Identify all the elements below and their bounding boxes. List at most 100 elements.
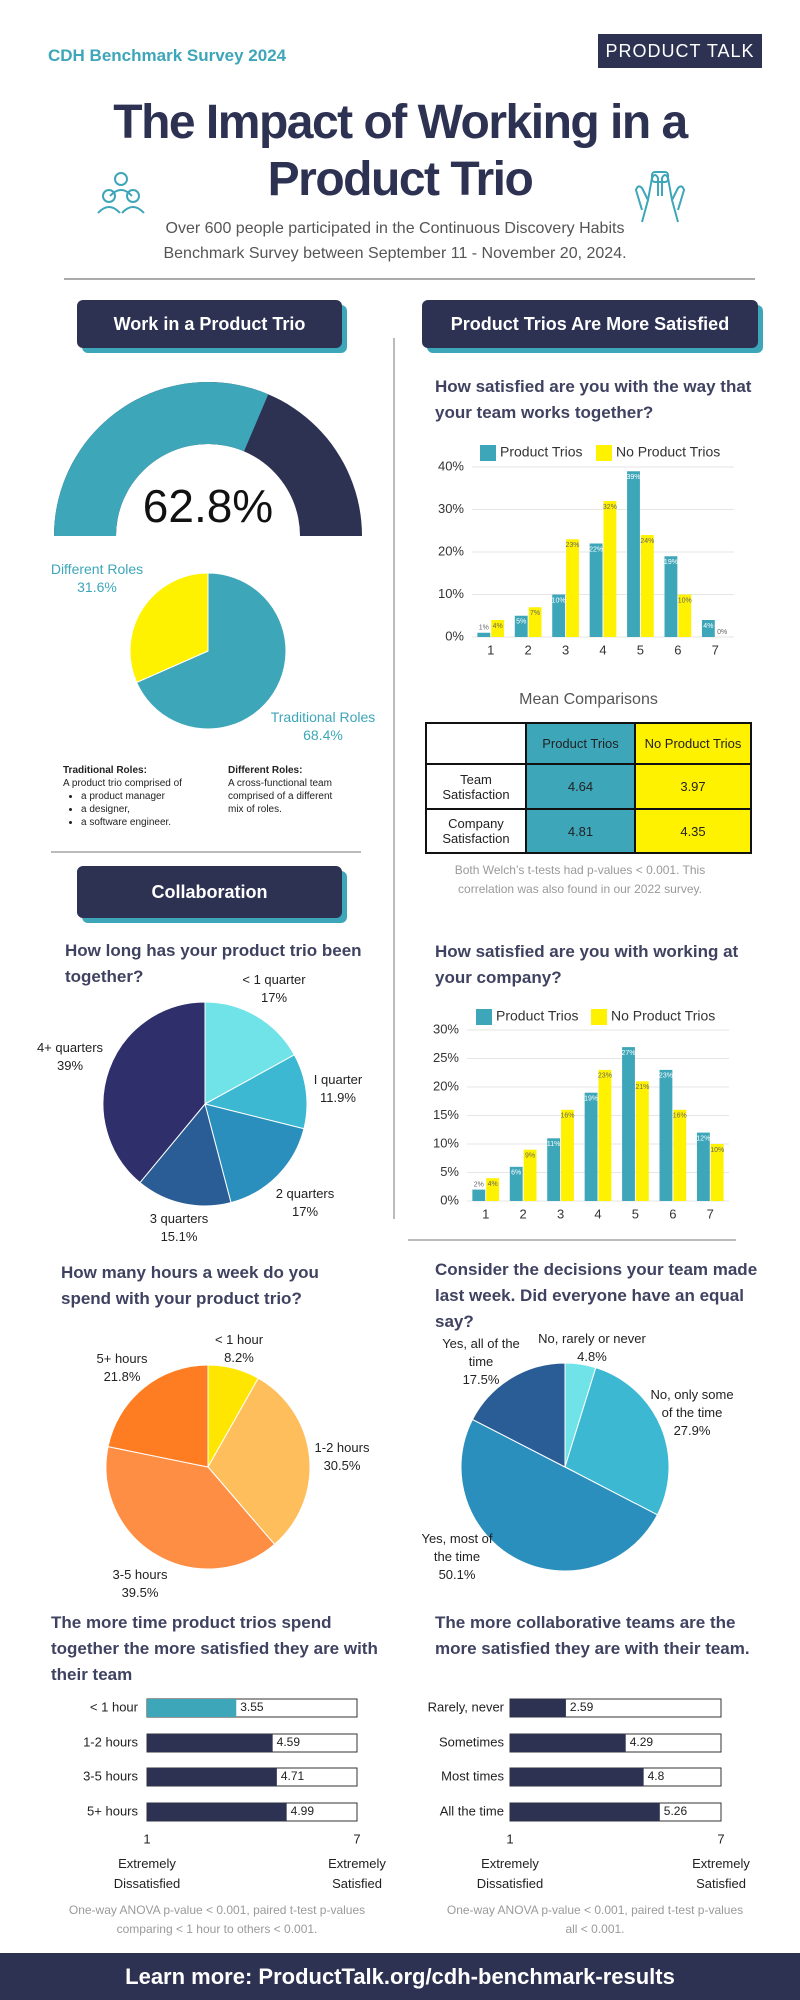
bar bbox=[147, 1768, 277, 1786]
bar bbox=[566, 539, 579, 637]
pie-category: 4+ quarters bbox=[36, 1040, 104, 1055]
bar-value-label: 7% bbox=[530, 610, 540, 617]
bar bbox=[584, 1092, 598, 1201]
bar-value-label: 23% bbox=[565, 542, 579, 549]
x-tick-label: 3 bbox=[557, 1206, 564, 1221]
bar-value-label: 4.59 bbox=[277, 1735, 301, 1749]
bar-value-label: 23% bbox=[659, 1073, 673, 1080]
bar bbox=[491, 620, 505, 637]
roles-note: Different Roles: A cross-functional team… bbox=[228, 764, 348, 816]
x-tick-label: 1 bbox=[143, 1831, 150, 1846]
pie-slice bbox=[204, 1001, 296, 1105]
x-tick-label: 5 bbox=[637, 642, 644, 657]
pie-category: 5+ hours bbox=[96, 1351, 148, 1366]
bar bbox=[510, 1803, 660, 1821]
y-tick-label: 5% bbox=[440, 1164, 459, 1179]
legend-swatch bbox=[476, 1009, 492, 1025]
pie-slice bbox=[102, 1001, 206, 1184]
pie-category: No, only some of the time bbox=[650, 1387, 734, 1420]
table-row: Company Satisfaction 4.81 4.35 bbox=[425, 808, 752, 854]
chart-title: How satisfied are you with the way that … bbox=[435, 377, 752, 422]
bar-value-label: 23% bbox=[598, 1073, 612, 1080]
pie-label: 5+ hours 21.8% bbox=[62, 1350, 182, 1386]
mean-table: Product Trios No Product Trios Team Sati… bbox=[425, 722, 752, 854]
bar bbox=[603, 501, 617, 637]
axis-end-label: Extremely Dissatisfied bbox=[113, 1856, 181, 1891]
chart-title: How many hours a week do you spend with … bbox=[61, 1263, 319, 1308]
pie-label: 4+ quarters 39% bbox=[10, 1039, 130, 1075]
x-tick-label: 4 bbox=[599, 642, 606, 657]
pie-label: Yes, most of the time 50.1% bbox=[417, 1530, 497, 1584]
pie-value-label: 31.6% bbox=[77, 579, 117, 595]
y-tick-label: Sometimes bbox=[439, 1734, 505, 1749]
axis-end-label: Extremely Satisfied bbox=[692, 1856, 750, 1891]
table-title: Mean Comparisons bbox=[519, 691, 658, 708]
section-heading: Collaboration bbox=[77, 866, 342, 918]
axis-end-label: Extremely Satisfied bbox=[328, 1856, 386, 1891]
bar-value-label: 16% bbox=[560, 1113, 574, 1120]
y-tick-label: < 1 hour bbox=[90, 1699, 139, 1714]
y-tick-label: 3-5 hours bbox=[83, 1768, 138, 1783]
y-tick-label: 25% bbox=[433, 1050, 459, 1065]
bar-value-label: 11% bbox=[547, 1141, 561, 1148]
pie-category: Yes, most of the time bbox=[421, 1531, 493, 1564]
pie-slice bbox=[207, 1377, 311, 1546]
x-tick-label: 4 bbox=[594, 1206, 601, 1221]
y-tick-label: 1-2 hours bbox=[83, 1734, 138, 1749]
y-tick-label: 5+ hours bbox=[87, 1803, 138, 1818]
pie-value-label: 11.9% bbox=[320, 1090, 356, 1105]
bar bbox=[561, 1109, 574, 1201]
pie-label: 3 quarters 15.1% bbox=[119, 1210, 239, 1246]
pie-value-label: 21.8% bbox=[103, 1369, 141, 1384]
pie-slice bbox=[460, 1418, 659, 1572]
bar-value-label: 4.29 bbox=[630, 1735, 654, 1749]
x-tick-label: 1 bbox=[487, 642, 494, 657]
section-heading: Product Trios Are More Satisfied bbox=[422, 300, 758, 348]
bar-value-label: 10% bbox=[710, 1147, 724, 1154]
pie-label: I quarter 11.9% bbox=[278, 1071, 398, 1107]
x-tick-label: 3 bbox=[562, 642, 569, 657]
bar-value-label: 19% bbox=[664, 559, 678, 566]
pie-category: < 1 quarter bbox=[242, 972, 306, 987]
pie-value-label: 50.1% bbox=[438, 1567, 476, 1582]
pie-value-label: 17% bbox=[260, 990, 288, 1005]
bar-value-label: 5.26 bbox=[664, 1804, 688, 1818]
bar-value-label: 3.55 bbox=[240, 1700, 264, 1714]
pie-category: 3 quarters bbox=[149, 1211, 209, 1226]
y-tick-label: 20% bbox=[438, 543, 464, 558]
table-header: Product Trios bbox=[525, 722, 636, 765]
bar bbox=[147, 1734, 273, 1752]
bar-value-label: 2.59 bbox=[570, 1700, 594, 1714]
bar-value-label: 19% bbox=[584, 1096, 598, 1103]
y-tick-label: 0% bbox=[440, 1192, 459, 1207]
pie-category: Yes, all of the time bbox=[442, 1336, 520, 1369]
pie-label: 3-5 hours 39.5% bbox=[80, 1566, 200, 1602]
footer: Learn more: ProductTalk.org/cdh-benchmar… bbox=[0, 1953, 800, 2000]
y-tick-label: All the time bbox=[440, 1803, 504, 1818]
legend-swatch bbox=[596, 445, 612, 461]
x-tick-label: 5 bbox=[632, 1206, 639, 1221]
team-icon bbox=[97, 172, 145, 214]
bar-value-label: 24% bbox=[640, 538, 654, 545]
pie-category: < 1 hour bbox=[214, 1332, 264, 1347]
bar-value-label: 10% bbox=[678, 597, 692, 604]
bar bbox=[523, 1149, 537, 1201]
row-label: Team Satisfaction bbox=[425, 763, 527, 810]
bar-value-label: 5% bbox=[516, 619, 526, 626]
section-heading: Work in a Product Trio bbox=[77, 300, 342, 348]
x-tick-label: 7 bbox=[707, 1206, 714, 1221]
pie-slice bbox=[471, 1362, 566, 1468]
bar bbox=[673, 1109, 687, 1201]
bar bbox=[678, 594, 692, 637]
gauge-label: 62.8% bbox=[143, 480, 273, 532]
note-list: a product manager a designer, a software… bbox=[63, 790, 213, 829]
legend-label: No Product Trios bbox=[616, 444, 720, 460]
pie-category: No, rarely or never bbox=[538, 1331, 646, 1346]
bar bbox=[635, 1081, 649, 1201]
pie-value-label: 17% bbox=[291, 1204, 319, 1219]
bar bbox=[509, 1166, 523, 1201]
pie-category: 3-5 hours bbox=[112, 1567, 168, 1582]
bar-value-label: 6% bbox=[511, 1170, 521, 1177]
bar bbox=[547, 1138, 561, 1201]
row-label: Company Satisfaction bbox=[425, 808, 527, 854]
